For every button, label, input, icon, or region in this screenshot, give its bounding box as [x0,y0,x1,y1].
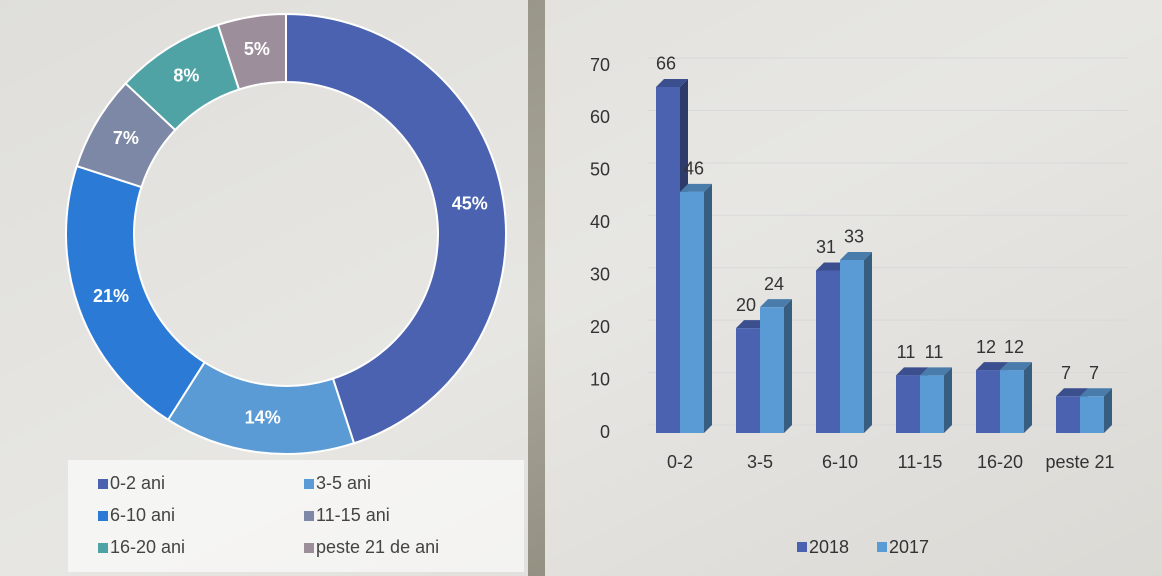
data-label: 45% [452,194,488,214]
legend-swatch [304,511,314,521]
bar-face [896,375,920,433]
bar [760,299,792,433]
bar [1000,362,1032,433]
bar-face [840,259,864,433]
data-label: 7% [113,128,139,148]
bar-face [1000,370,1024,433]
data-label: 33 [844,227,864,247]
legend-label: 0-2 ani [110,473,165,493]
bar-face [656,78,688,87]
bar-face [704,183,712,433]
legend-swatch [98,543,108,553]
data-label: 46 [684,159,704,179]
donut-slice [285,12,507,445]
bar [680,183,712,433]
y-tick-label: 40 [590,212,610,232]
bar [920,367,952,433]
x-tick-label: 6-10 [822,452,858,472]
legend-label: 3-5 ani [316,473,371,493]
bar-face [736,328,760,433]
data-label: 66 [656,54,676,74]
y-tick-label: 50 [590,160,610,180]
bar [1080,388,1112,433]
legend-swatch [304,479,314,489]
data-label: 31 [816,237,836,257]
data-label: 7 [1061,363,1071,383]
bar-face [920,367,952,376]
x-tick-label: 0-2 [667,452,693,472]
bar-face [760,307,784,433]
y-tick-label: 20 [590,317,610,337]
bar-face [1056,396,1080,433]
legend-label: peste 21 de ani [316,537,439,557]
x-tick-label: 3-5 [747,452,773,472]
legend-swatch [797,542,807,552]
y-tick-label: 70 [590,55,610,75]
y-tick-label: 10 [590,369,610,389]
x-tick-label: 11-15 [898,452,943,472]
legend-label: 2017 [889,537,929,557]
legend-label: 11-15 ani [316,505,390,525]
legend-label: 16-20 ani [110,537,185,557]
data-label: 24 [764,274,784,294]
legend-box [68,460,524,572]
data-label: 5% [244,39,270,59]
legend-swatch [877,542,887,552]
bar-face [760,299,792,308]
donut-slice [216,12,287,91]
data-label: 7 [1089,363,1099,383]
bar-face [840,251,872,260]
y-tick-label: 0 [600,422,610,442]
data-label: 14% [245,407,281,427]
data-label: 11 [925,342,944,362]
bar [840,251,872,433]
legend-swatch [304,543,314,553]
legend-swatch [98,479,108,489]
data-label: 11 [897,342,916,362]
bar-face [680,191,704,433]
x-tick-label: 16-20 [977,452,1023,472]
bar-face [944,367,952,433]
legend-label: 2018 [809,537,849,557]
bar-face [896,367,928,376]
legend-swatch [98,511,108,521]
bar-face [680,183,712,192]
bar-face [864,251,872,433]
bar-face [816,270,840,433]
y-tick-label: 30 [590,264,610,284]
data-label: 20 [736,295,756,315]
bar-face [976,362,1008,371]
bar-face [1080,396,1104,433]
legend-label: 6-10 ani [110,505,175,525]
data-label: 12 [976,337,996,357]
bar-face [1024,362,1032,433]
y-tick-label: 60 [590,107,610,127]
bar-face [784,299,792,433]
bar-face [656,86,680,433]
data-label: 8% [173,66,199,86]
x-tick-label: peste 21 [1045,452,1114,472]
bar-face [1104,388,1112,433]
bar-face [1080,388,1112,397]
bar-face [976,370,1000,433]
bar-face [920,375,944,433]
data-label: 21% [93,286,129,306]
data-label: 12 [1004,337,1024,357]
bar-face [1056,388,1088,397]
bar-face [1000,362,1032,371]
